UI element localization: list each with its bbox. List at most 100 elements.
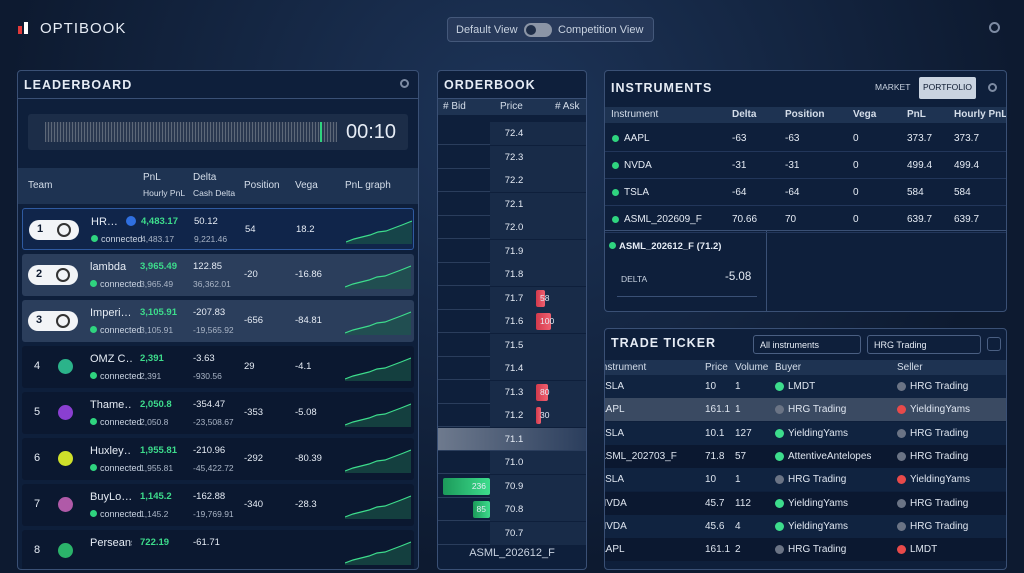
rank: 3 <box>36 314 43 326</box>
trade-row[interactable] <box>605 514 1006 538</box>
column-header: Volume <box>735 362 769 373</box>
logo-text: OPTIBOOK <box>40 20 127 37</box>
cash-delta: -19,565.92 <box>193 325 234 335</box>
leaderboard-row[interactable]: 6 Huxley… connected 1,955.81 1,955.81 -210.96… <box>22 438 414 480</box>
toggle-label: Competition View <box>558 24 644 36</box>
instrument-cell: 373.7 <box>954 133 980 144</box>
trade-row[interactable] <box>605 398 1006 422</box>
settings-icon[interactable] <box>989 22 1000 33</box>
team-icon <box>58 543 73 558</box>
trade-row[interactable] <box>605 444 1006 468</box>
cash-delta: -19,769.91 <box>193 509 234 519</box>
cash-delta: -45,422.72 <box>193 463 234 473</box>
trade-cell: 57 <box>735 450 747 462</box>
trade-row[interactable] <box>605 468 1006 492</box>
price: 71.1 <box>504 433 524 445</box>
vega: -80.39 <box>295 453 322 464</box>
ask-bar <box>536 407 541 424</box>
hourly-pnl: 1,145.2 <box>140 509 169 519</box>
instrument-row[interactable] <box>605 152 1006 179</box>
trade-cell: HRG Trading <box>788 544 847 556</box>
status: connected <box>91 234 143 244</box>
status: connected <box>90 325 142 335</box>
cash-delta: 9,221.46 <box>194 234 228 244</box>
column-header: Position <box>785 109 825 120</box>
timer: 00:10 <box>346 121 397 143</box>
user-icon <box>126 216 136 226</box>
price: 70.8 <box>504 504 524 515</box>
pnl-sparkline <box>345 311 411 335</box>
status-dot <box>91 235 98 242</box>
leaderboard-row[interactable]: 8 Perseans 722.19 -61.71 <box>22 530 414 569</box>
trade-icon <box>775 545 784 555</box>
settings-icon[interactable] <box>988 83 997 92</box>
trade-cell: 112 <box>735 497 751 509</box>
column-header: Buyer <box>775 362 802 373</box>
settings-icon[interactable] <box>400 79 409 88</box>
trade-cell: HRG Trading <box>788 474 847 486</box>
column-header: Instrument <box>605 362 647 373</box>
trade-icon <box>775 382 784 391</box>
status-dot <box>612 189 619 196</box>
leaderboard-row[interactable]: 2 lambda connected 3,965.49 3,965.49 122.85 36… <box>22 254 414 296</box>
bid-qty: 85 <box>476 504 486 514</box>
column-header: Hourly PnL <box>143 188 186 198</box>
pnl: 3,105.91 <box>140 307 177 318</box>
leaderboard-row[interactable]: 7 BuyLo… connected 1,145.2 1,145.2 -162.88 -19… <box>22 484 414 526</box>
leaderboard-row[interactable]: 1 HR… connected 4,483.17 4,483.17 50.12 9,221.… <box>22 208 414 250</box>
leaderboard-panel: LEADERBOARD 00:10 Team PnL Hourly PnL Delta… <box>17 70 419 570</box>
trade-cell: 10 <box>705 474 717 486</box>
trade-cell: YieldingYams <box>788 520 849 532</box>
team-icon <box>58 497 73 512</box>
clear-filter[interactable] <box>987 337 1001 351</box>
instruments-panel: INSTRUMENTS MARKET PORTFOLIO Instrument De… <box>604 70 1007 312</box>
vega: -5.08 <box>295 407 317 418</box>
ask-bar <box>536 313 552 330</box>
column-header: # Ask <box>555 101 580 112</box>
tab[interactable]: MARKET <box>875 82 911 92</box>
leaderboard-row[interactable]: 4 OMZ C… connected 2,391 2,391 -3.63 -930.56 29… <box>22 346 414 388</box>
leaderboard-row[interactable]: 5 Thame… connected 2,050.8 2,050.8 -354.47 -23… <box>22 392 414 434</box>
trade-cell: 71.8 <box>705 450 725 462</box>
ask-qty: 80 <box>540 386 550 397</box>
instrument-filter[interactable]: All instruments <box>753 335 861 354</box>
instrument-cell: TSLA <box>624 187 650 198</box>
trade-row[interactable] <box>605 538 1006 562</box>
instrument-cell: 0 <box>853 187 859 198</box>
team-name: BuyLo… <box>90 491 132 503</box>
pnl: 2,050.8 <box>140 399 172 410</box>
instrument-row[interactable] <box>605 206 1006 233</box>
trade-row[interactable] <box>605 491 1006 515</box>
detail-title-text: ASML_202612_F (71.2) <box>619 241 722 252</box>
instrument-row[interactable] <box>605 179 1006 206</box>
price-bg <box>490 333 586 357</box>
trade-icon <box>775 405 784 415</box>
trade-cell: NVDA <box>605 497 627 509</box>
status-dot <box>90 326 97 333</box>
instrument-row[interactable] <box>605 125 1006 152</box>
detail-value: -5.08 <box>725 271 752 283</box>
price: 70.9 <box>504 480 524 492</box>
instrument-cell: 0 <box>853 214 859 225</box>
status: connected <box>90 279 142 289</box>
column-header: Instrument <box>611 109 659 120</box>
rank: 5 <box>34 406 41 418</box>
price: 72.0 <box>504 222 524 233</box>
column-header: Price <box>500 101 523 112</box>
rank: 7 <box>34 498 41 510</box>
position: 54 <box>245 224 256 235</box>
team-filter[interactable]: HRG Trading <box>867 335 981 354</box>
column-header: Delta <box>193 172 217 183</box>
trade-icon <box>897 451 906 461</box>
price: 71.5 <box>504 339 524 351</box>
instrument-cell: 499.4 <box>954 160 980 171</box>
price-bg <box>490 216 586 239</box>
trade-row[interactable] <box>605 375 1006 398</box>
trade-icon <box>775 475 784 485</box>
instrument-cell: AAPL <box>624 133 650 144</box>
trade-row[interactable] <box>605 421 1006 445</box>
leaderboard-row[interactable]: 3 Imperi… connected 3,105.91 3,105.91 -207.83… <box>22 300 414 342</box>
toggle-switch[interactable] <box>524 23 552 37</box>
tab[interactable]: PORTFOLIO <box>919 77 976 99</box>
view-toggle[interactable]: Default View Competition View <box>447 17 654 42</box>
